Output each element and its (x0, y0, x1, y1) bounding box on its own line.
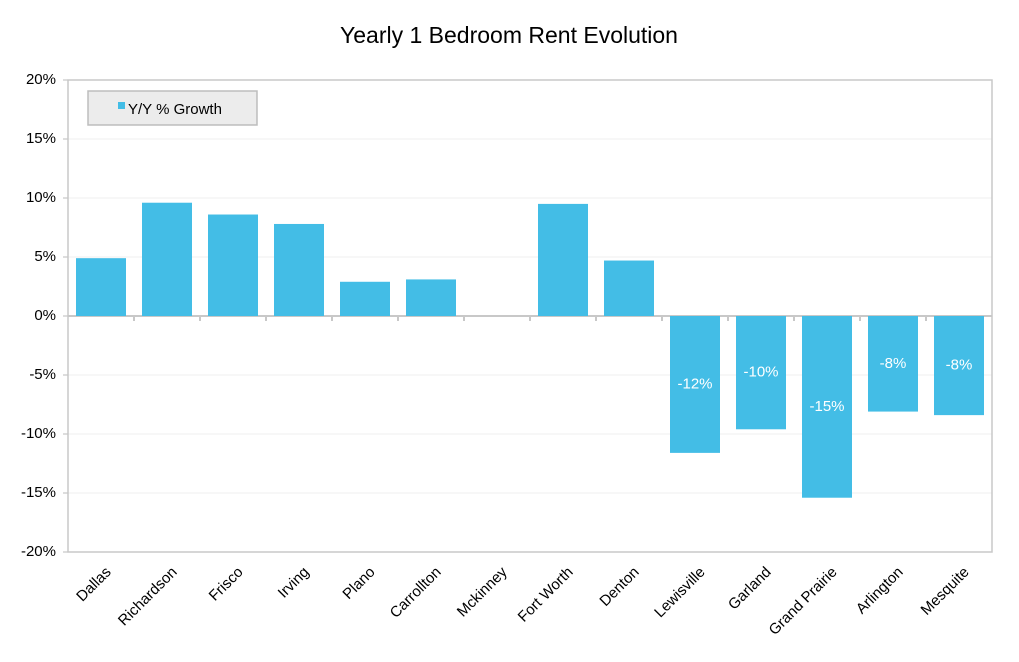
bar (274, 223, 324, 316)
y-tick-label: 5% (34, 248, 56, 265)
x-tick-label: Mckinney (454, 563, 511, 620)
y-tick-label: 15% (26, 130, 56, 147)
x-tick-label: Dallas (73, 564, 114, 605)
x-tick-label: Arlington (853, 564, 907, 618)
value-label: -8% (946, 357, 973, 374)
x-tick-label: Lewisville (651, 564, 708, 621)
y-tick-label: -5% (29, 366, 56, 383)
x-tick-label: Richardson (115, 564, 181, 630)
y-tick-label: -10% (21, 425, 56, 442)
legend-box (87, 90, 258, 126)
value-label: -15% (809, 398, 844, 415)
bar (604, 260, 654, 316)
x-tick-label: Grand Prairie (766, 564, 841, 639)
y-tick-label: -15% (21, 484, 56, 501)
bar (340, 281, 390, 316)
bar (736, 316, 786, 430)
bar (802, 316, 852, 498)
bar (934, 316, 984, 416)
y-tick-label: 0% (34, 307, 56, 324)
chart-title: Yearly 1 Bedroom Rent Evolution (340, 22, 678, 48)
x-tick-label: Garland (725, 564, 775, 614)
value-label: -12% (677, 375, 712, 392)
x-tick-label: Carrollton (387, 564, 445, 622)
x-tick-label: Plano (339, 564, 378, 603)
x-tick-label: Frisco (206, 564, 247, 605)
x-tick-label: Irving (275, 564, 313, 602)
y-tick-label: 20% (26, 71, 56, 88)
y-tick-label: -20% (21, 543, 56, 560)
bar (76, 258, 126, 316)
x-tick-label: Mesquite (918, 564, 973, 619)
value-label: -8% (880, 355, 907, 372)
legend-swatch (118, 102, 125, 109)
legend-label: Y/Y % Growth (128, 101, 222, 118)
x-tick-label: Denton (596, 564, 642, 610)
bar (670, 316, 720, 453)
bar (406, 279, 456, 316)
bar (868, 316, 918, 412)
bar (142, 202, 192, 316)
x-tick-label: Fort Worth (515, 564, 577, 626)
y-tick-label: 10% (26, 189, 56, 206)
bar (208, 214, 258, 316)
bar (538, 203, 588, 316)
value-label: -10% (743, 364, 778, 381)
